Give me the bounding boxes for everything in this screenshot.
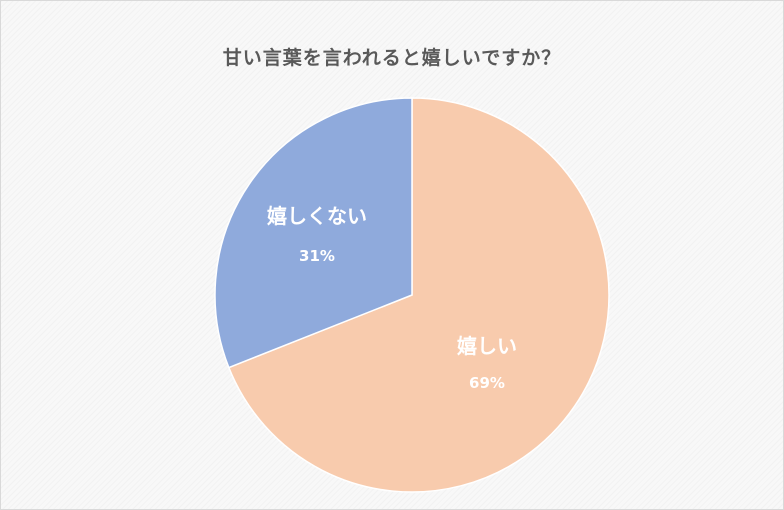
slice-label-0: 嬉しい [457, 334, 517, 358]
pie-slice-1 [214, 97, 413, 369]
slice-value-label-0: 69% [469, 374, 505, 392]
slice-value-label-1: 31% [299, 247, 335, 265]
pie-slice-0 [227, 97, 610, 493]
chart-title: 甘い言葉を言われると嬉しいですか？ [222, 47, 562, 69]
slice-label-1: 嬉しくない [267, 204, 367, 228]
